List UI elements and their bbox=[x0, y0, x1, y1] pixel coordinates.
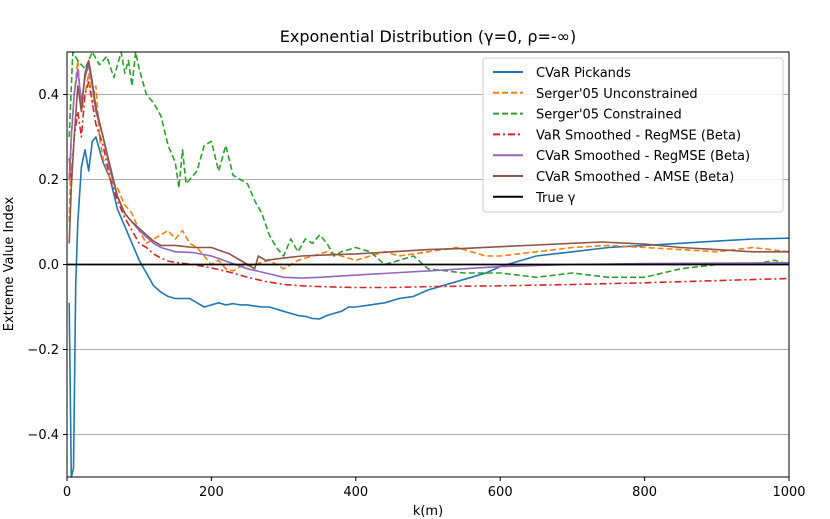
x-tick-label: 800 bbox=[632, 485, 657, 500]
x-tick-label: 1000 bbox=[772, 485, 805, 500]
series-layer bbox=[67, 52, 789, 477]
series-line-5 bbox=[68, 64, 789, 279]
legend-label: VaR Smoothed - RegMSE (Beta) bbox=[536, 128, 741, 143]
y-tick-label: 0.4 bbox=[38, 88, 59, 103]
legend-label: CVaR Smoothed - AMSE (Beta) bbox=[536, 170, 734, 185]
y-axis-label: Extreme Value Index bbox=[2, 196, 17, 331]
legend-label: CVaR Pickands bbox=[536, 66, 631, 81]
legend-label: Serger'05 Constrained bbox=[536, 108, 682, 123]
x-tick-label: 200 bbox=[199, 485, 224, 500]
y-tick-label: −0.4 bbox=[27, 428, 59, 443]
y-tick-label: −0.2 bbox=[27, 343, 59, 358]
legend: CVaR Pickands Serger'05 Unconstrained Serg… bbox=[482, 57, 784, 213]
y-axis: −0.4 −0.2 0.0 0.2 0.4 bbox=[27, 88, 67, 443]
series-line-2 bbox=[68, 59, 789, 272]
y-tick-label: 0.0 bbox=[38, 258, 59, 273]
series-line-3 bbox=[68, 52, 789, 279]
series-line-6 bbox=[68, 59, 789, 270]
x-axis-label: k(m) bbox=[413, 504, 443, 519]
x-tick-label: 600 bbox=[488, 485, 513, 500]
x-tick-label: 400 bbox=[343, 485, 368, 500]
legend-label: CVaR Smoothed - RegMSE (Beta) bbox=[536, 149, 750, 164]
legend-box bbox=[482, 57, 784, 213]
legend-label: True γ bbox=[535, 191, 576, 206]
legend-label: Serger'05 Unconstrained bbox=[536, 87, 698, 102]
x-axis: 0 200 400 600 800 1000 bbox=[63, 477, 806, 500]
x-tick-label: 0 bbox=[63, 485, 71, 500]
y-tick-label: 0.2 bbox=[38, 173, 59, 188]
chart-title: Exponential Distribution (γ=0, ρ=-∞) bbox=[280, 27, 577, 46]
series-line-1 bbox=[68, 136, 789, 477]
series-line-4 bbox=[68, 81, 789, 289]
